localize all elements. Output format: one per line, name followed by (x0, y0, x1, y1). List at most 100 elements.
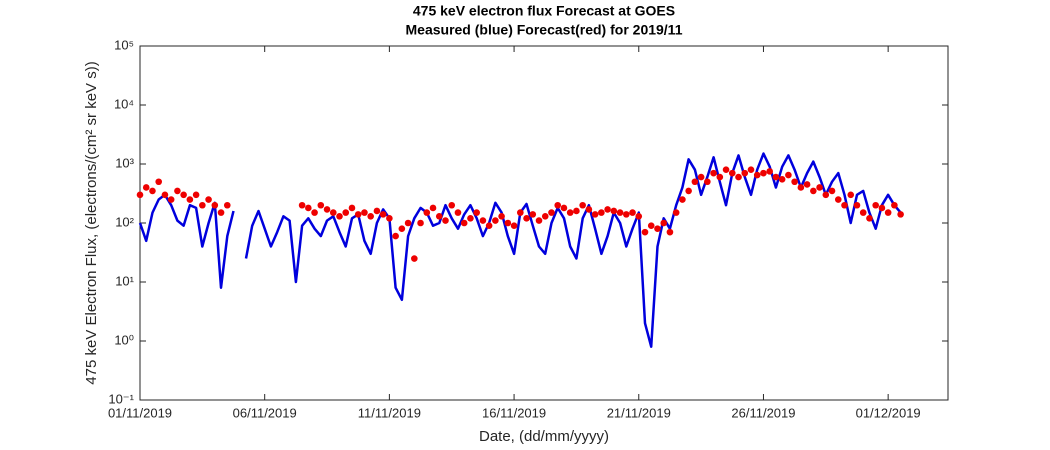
forecast-dot (660, 219, 668, 227)
forecast-dot (329, 209, 337, 216)
forecast-dot (517, 209, 524, 216)
forecast-dot (591, 211, 599, 218)
forecast-dot (161, 191, 169, 199)
forecast-dot (735, 173, 742, 181)
forecast-dot (853, 201, 861, 209)
forecast-dot (872, 201, 879, 209)
forecast-dot (136, 191, 144, 199)
forecast-dot (728, 169, 736, 177)
y-axis-label: 475 keV Electron Flux, (electrons/(cm² s… (83, 61, 100, 384)
forecast-dot (504, 219, 512, 227)
forecast-dot (460, 219, 468, 227)
forecast-dot (760, 169, 767, 177)
forecast-dot (149, 187, 156, 195)
forecast-dot (654, 225, 661, 233)
forecast-dot (560, 204, 568, 212)
forecast-dot (722, 166, 730, 174)
forecast-dot (479, 217, 487, 224)
forecast-dot (610, 207, 618, 215)
forecast-dot (467, 215, 474, 222)
forecast-dot (454, 209, 462, 216)
x-tick-label: 01/12/2019 (856, 405, 921, 420)
forecast-dot (167, 196, 175, 203)
forecast-dot (523, 215, 530, 222)
forecast-dot (485, 222, 493, 229)
forecast-dot (785, 171, 792, 179)
forecast-dot (217, 209, 225, 216)
forecast-dot (697, 173, 705, 181)
forecast-dot (891, 201, 898, 209)
forecast-dot (629, 209, 636, 216)
forecast-dot (579, 201, 586, 209)
forecast-dot (429, 204, 437, 212)
x-tick-label: 06/11/2019 (233, 405, 297, 420)
forecast-dot (529, 211, 537, 218)
forecast-dot (679, 196, 686, 203)
forecast-dot (616, 209, 624, 216)
forecast-dot (361, 209, 368, 216)
forecast-dot (510, 222, 518, 229)
forecast-dot (635, 212, 643, 220)
forecast-dot (311, 209, 318, 216)
forecast-dot (211, 201, 219, 209)
forecast-dot (772, 173, 780, 181)
y-tick-label: 10² (115, 214, 134, 229)
forecast-dot (192, 191, 200, 199)
forecast-dot (367, 212, 374, 220)
forecast-dot (342, 209, 350, 216)
forecast-dot (822, 191, 830, 199)
x-tick-label: 16/11/2019 (482, 405, 546, 420)
forecast-dot (541, 212, 549, 220)
forecast-dot (747, 166, 755, 174)
forecast-dot (498, 212, 505, 220)
forecast-dot (548, 209, 555, 216)
forecast-dot (672, 209, 680, 216)
forecast-dot (554, 201, 562, 209)
forecast-dot (884, 209, 892, 216)
forecast-dot (386, 215, 393, 222)
forecast-dot (305, 204, 312, 212)
chart-title: 475 keV electron flux Forecast at GOES (413, 3, 675, 19)
forecast-dot (411, 255, 418, 262)
forecast-dot (666, 228, 674, 236)
forecast-dot (348, 204, 356, 212)
forecast-dot (398, 225, 406, 233)
forecast-dot (473, 209, 480, 216)
plot-frame (139, 45, 949, 401)
forecast-dot (354, 211, 362, 218)
forecast-dot (417, 219, 424, 227)
forecast-dot (803, 181, 811, 188)
forecast-dot (142, 184, 150, 191)
forecast-dot (834, 196, 842, 203)
forecast-dot (841, 201, 848, 209)
forecast-dot (373, 207, 381, 215)
forecast-dot (704, 178, 711, 186)
y-tick-label: 10³ (115, 155, 134, 170)
forecast-dot (710, 169, 717, 177)
forecast-dot (816, 184, 823, 191)
forecast-dot (223, 201, 231, 209)
forecast-dot (199, 201, 206, 209)
forecast-dot (180, 191, 187, 199)
measured-line (138, 152, 902, 348)
y-tick-label: 10¹ (115, 273, 134, 288)
forecast-dot (716, 173, 724, 181)
forecast-dot (492, 217, 499, 224)
forecast-dot (897, 211, 904, 218)
forecast-dot (828, 187, 836, 195)
forecast-dot (685, 187, 692, 195)
forecast-dot (323, 206, 331, 213)
forecast-dot (174, 187, 181, 195)
forecast-dot (797, 184, 805, 191)
forecast-dot (691, 178, 699, 186)
x-axis-label: Date, (dd/mm/yyyy) (479, 428, 609, 445)
forecast-dot (155, 178, 163, 186)
forecast-dot (741, 169, 749, 177)
x-tick-label: 21/11/2019 (607, 405, 671, 420)
forecast-dot (186, 196, 194, 203)
forecast-dot (423, 209, 431, 216)
forecast-dot (847, 191, 855, 199)
forecast-dot (810, 187, 817, 195)
forecast-dot (379, 211, 387, 218)
